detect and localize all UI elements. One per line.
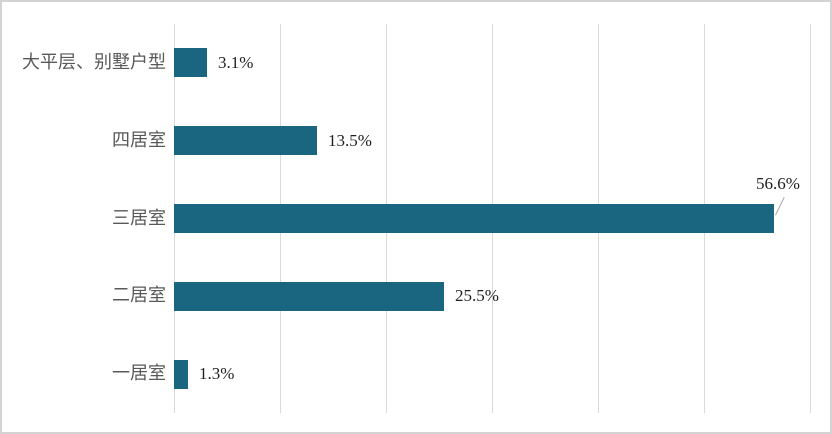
- value-label: 56.6%: [756, 174, 800, 193]
- bar: [174, 48, 207, 77]
- gridline: [810, 24, 811, 413]
- bar: [174, 126, 317, 155]
- value-label: 25.5%: [455, 286, 499, 305]
- category-label: 二居室: [112, 285, 166, 306]
- category-label: 大平层、别墅户型: [22, 52, 166, 73]
- bar: [174, 360, 188, 389]
- leader-line: [775, 197, 785, 216]
- value-label: 13.5%: [328, 131, 372, 150]
- bar: [174, 204, 774, 233]
- category-label: 三居室: [112, 208, 166, 229]
- bar: [174, 282, 444, 311]
- category-label: 一居室: [112, 363, 166, 384]
- value-label: 3.1%: [218, 53, 254, 72]
- category-label: 四居室: [112, 130, 166, 151]
- value-label: 1.3%: [199, 364, 235, 383]
